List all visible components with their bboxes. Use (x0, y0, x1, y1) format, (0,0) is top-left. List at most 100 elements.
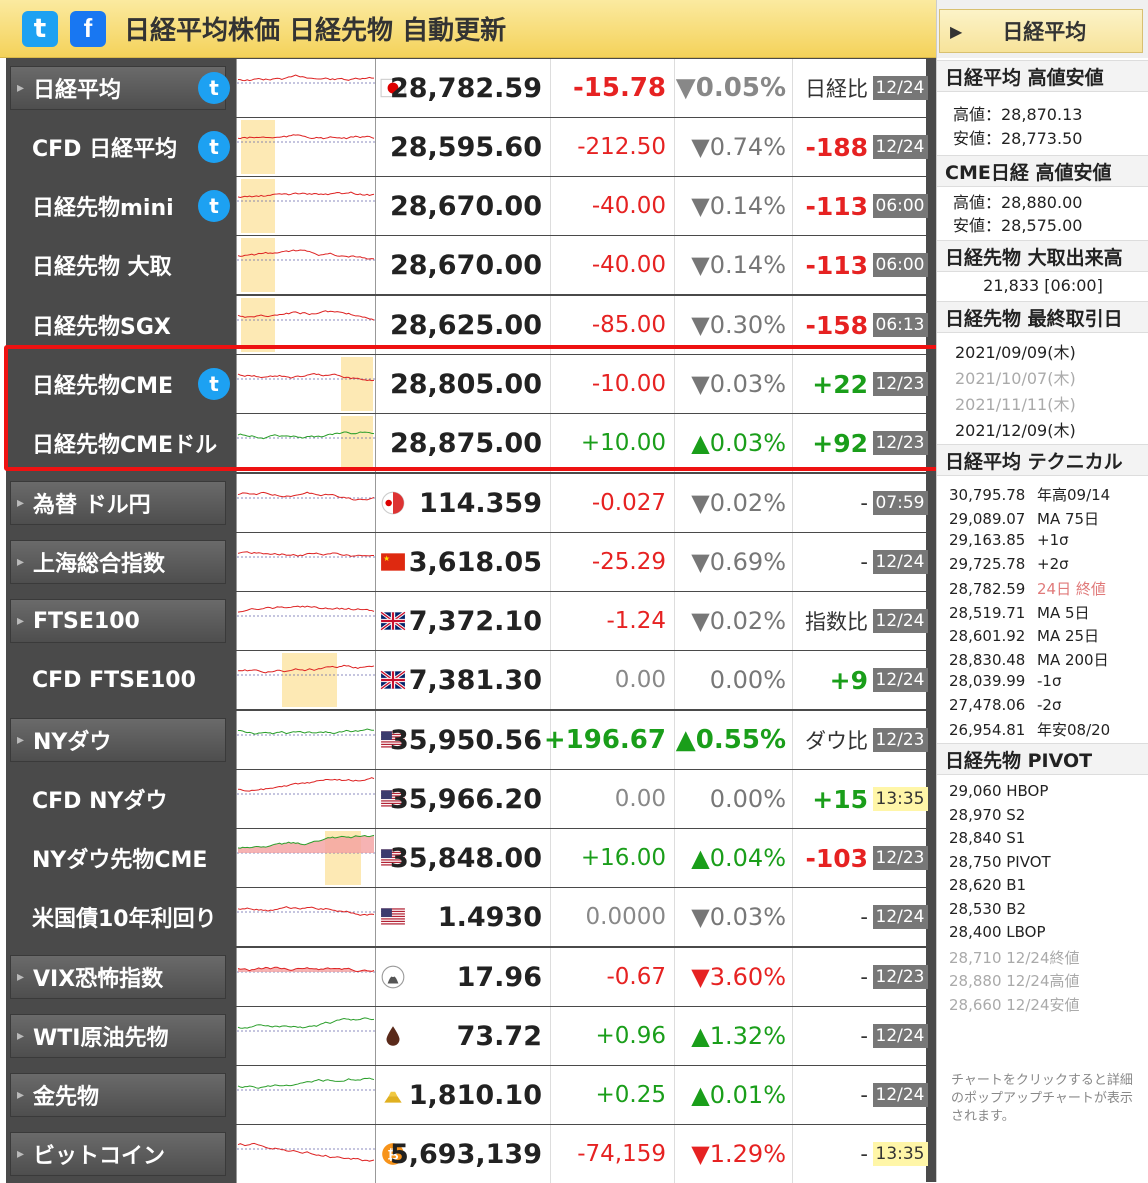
price-cell: 7,381.30 (409, 651, 550, 709)
technical-value: 30,795.78 (949, 486, 1026, 504)
instrument-name-button[interactable]: 上海総合指数 (10, 540, 226, 584)
technical-label: -1σ (1037, 672, 1062, 690)
instrument-name-button[interactable]: 日経先物CMEドル (6, 414, 236, 472)
change-cell: +0.25 (550, 1066, 674, 1124)
diff-cell: -113 (792, 177, 874, 235)
instrument-name-button[interactable]: NYダウ (10, 718, 226, 762)
mini-chart[interactable] (236, 474, 376, 532)
instrument-name: CFD NYダウ (32, 789, 168, 814)
twitter-icon[interactable]: t (198, 72, 230, 104)
instrument-name-button[interactable]: 米国債10年利回り (6, 888, 236, 946)
technical-label: MA 5日 (1037, 603, 1090, 622)
time-badge: 13:35 (872, 1142, 928, 1166)
facebook-share-button[interactable]: f (70, 10, 106, 47)
flag-icon: ★ (376, 533, 410, 591)
mini-chart[interactable] (236, 1125, 376, 1183)
mini-chart[interactable] (236, 533, 376, 591)
mini-chart[interactable] (236, 355, 376, 413)
mini-chart[interactable] (236, 414, 376, 472)
time-cell: 06:00 (872, 177, 928, 235)
table-row: 日経先物CMEドル 28,875.00 +10.00 ▲0.03% +92 12/23 (6, 414, 936, 472)
flag-icon (376, 474, 410, 532)
table-row: 上海総合指数 ★ 3,618.05-25.29▼0.69%-12/24 (6, 533, 936, 591)
play-icon: ▶ (950, 21, 963, 41)
percent-cell: ▼3.60% (674, 948, 792, 1006)
instrument-cell: CFD NYダウ (6, 770, 236, 828)
mini-chart[interactable] (236, 651, 376, 709)
time-badge: 12/24 (872, 550, 928, 574)
instrument-cell: ビットコイン (6, 1125, 236, 1183)
technical-label: -2σ (1037, 695, 1062, 714)
mini-chart[interactable] (236, 592, 376, 650)
time-cell: 12/23 (872, 711, 928, 769)
mini-chart[interactable] (236, 236, 376, 294)
mini-chart[interactable] (236, 118, 376, 176)
technical-row: 29,163.85 +1σ (937, 531, 1148, 549)
diff-cell: - (792, 1125, 874, 1183)
instrument-name: NYダウ (33, 730, 112, 755)
flag-icon (376, 118, 410, 176)
time-cell: 12/24 (872, 888, 928, 946)
diff-cell: - (792, 1066, 874, 1124)
technical-value: 29,163.85 (949, 531, 1026, 549)
percent-cell: ▼0.05% (674, 59, 792, 117)
pivot-row: 28,400 LBOP (949, 923, 1046, 941)
instrument-name-button[interactable]: WTI原油先物 (10, 1014, 226, 1058)
instrument-name: 上海総合指数 (33, 552, 166, 577)
instrument-name-button[interactable]: 日経平均 (10, 66, 226, 110)
instrument-name-button[interactable]: FTSE100 (10, 599, 226, 643)
mini-chart[interactable] (236, 948, 376, 1006)
mini-chart[interactable] (236, 711, 376, 769)
time-badge: 12/24 (872, 76, 928, 100)
instrument-name-button[interactable]: 金先物 (10, 1073, 226, 1117)
nikkei-tab-button[interactable]: ▶ 日経平均 (939, 9, 1143, 53)
change-cell: -40.00 (550, 236, 674, 294)
nikkei-low: 安値：28,773.50 (953, 129, 1083, 148)
instrument-cell: 日経先物CMEドル (6, 414, 236, 472)
price-cell: 28,782.59 (390, 59, 550, 117)
instrument-name-button[interactable]: 日経先物mini (6, 177, 236, 235)
percent-cell: ▼0.03% (674, 355, 792, 413)
instrument-cell: 上海総合指数 (6, 533, 236, 591)
instrument-name-button[interactable]: 日経先物SGX (6, 296, 236, 354)
instrument-name-button[interactable]: VIX恐怖指数 (10, 955, 226, 999)
mini-chart[interactable] (236, 296, 376, 354)
price-cell: 7,372.10 (409, 592, 550, 650)
table-row: ビットコイン ₿5,693,139-74,159▼1.29%-13:35 (6, 1125, 936, 1183)
instrument-name-button[interactable]: 日経先物 大取 (6, 236, 236, 294)
twitter-icon: t (33, 13, 47, 44)
mini-chart[interactable] (236, 1007, 376, 1065)
technical-value: 29,725.78 (949, 554, 1026, 573)
percent-cell: 0.00% (674, 651, 792, 709)
percent-cell: ▼0.69% (674, 533, 792, 591)
sidebar-top: ▶ 日経平均 (937, 0, 1148, 58)
twitter-share-button[interactable]: t (22, 10, 58, 47)
twitter-icon[interactable]: t (198, 131, 230, 163)
twitter-icon[interactable]: t (198, 368, 230, 400)
mini-chart[interactable] (236, 829, 376, 887)
time-cell: 12/24 (872, 59, 928, 117)
mini-chart[interactable] (236, 888, 376, 946)
pivot-row: 28,840 S1 (949, 829, 1026, 847)
instrument-name-button[interactable]: CFD FTSE100 (6, 651, 236, 709)
instrument-name-button[interactable]: ビットコイン (10, 1132, 226, 1176)
flag-icon (376, 592, 410, 650)
page-title: 日経平均株価 日経先物 自動更新 (124, 16, 507, 46)
twitter-icon[interactable]: t (198, 190, 230, 222)
change-cell: -0.027 (550, 474, 674, 532)
instrument-name-button[interactable]: CFD NYダウ (6, 770, 236, 828)
technical-label: MA 200日 (1037, 650, 1109, 669)
instrument-cell: CFD 日経平均 t (6, 118, 236, 176)
mini-chart[interactable] (236, 59, 376, 117)
time-badge: 13:35 (872, 787, 928, 811)
instrument-name-button[interactable]: NYダウ先物CME (6, 829, 236, 887)
mini-chart[interactable] (236, 1066, 376, 1124)
mini-chart[interactable] (236, 177, 376, 235)
instrument-name-button[interactable]: 為替 ドル円 (10, 481, 226, 525)
instrument-name-button[interactable]: CFD 日経平均 (6, 118, 236, 176)
instrument-name: NYダウ先物CME (32, 848, 208, 873)
instrument-name-button[interactable]: 日経先物CME (6, 355, 236, 413)
mini-chart[interactable] (236, 770, 376, 828)
time-badge: 06:00 (872, 253, 928, 277)
time-badge: 12/23 (872, 431, 928, 455)
